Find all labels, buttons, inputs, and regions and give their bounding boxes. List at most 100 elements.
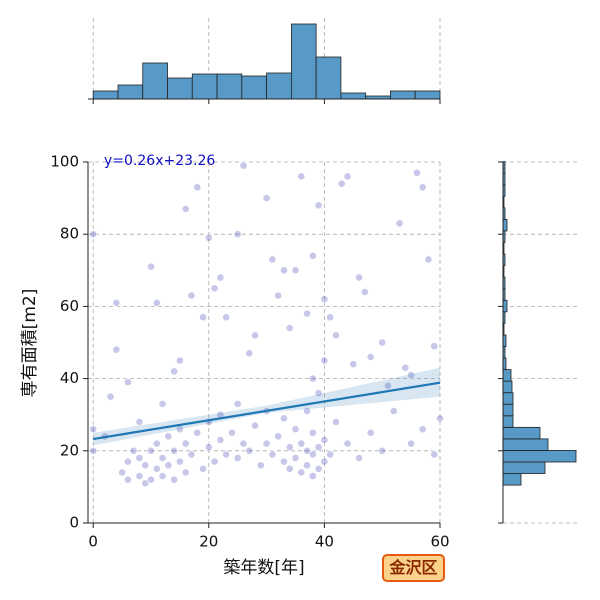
point bbox=[285, 324, 294, 332]
point bbox=[204, 233, 213, 242]
point bbox=[274, 291, 283, 300]
point bbox=[158, 454, 167, 462]
x-tick-label: 60 bbox=[430, 533, 449, 551]
point bbox=[407, 439, 416, 448]
x-tick-label: 0 bbox=[88, 533, 98, 551]
point bbox=[239, 161, 248, 170]
point bbox=[118, 468, 127, 477]
point bbox=[436, 414, 444, 423]
point bbox=[262, 194, 271, 202]
histogram-bar bbox=[117, 84, 144, 100]
point bbox=[326, 450, 335, 459]
histogram-bar bbox=[340, 92, 367, 100]
point bbox=[308, 374, 317, 383]
point bbox=[389, 407, 398, 415]
point bbox=[407, 371, 416, 379]
point bbox=[297, 172, 306, 181]
point bbox=[285, 443, 294, 452]
x-axis-label: 築年数[年] bbox=[223, 558, 304, 578]
point bbox=[366, 428, 375, 437]
point bbox=[303, 309, 311, 318]
point bbox=[297, 439, 306, 448]
point bbox=[291, 425, 300, 434]
point bbox=[176, 457, 184, 466]
point bbox=[245, 446, 254, 455]
y-tick-label: 40 bbox=[60, 369, 79, 387]
histogram-bar bbox=[216, 73, 243, 100]
point bbox=[152, 464, 161, 473]
point bbox=[308, 251, 317, 260]
point bbox=[326, 313, 335, 322]
point bbox=[216, 273, 225, 282]
point bbox=[308, 450, 317, 459]
y-tick-label: 100 bbox=[50, 153, 79, 171]
point bbox=[89, 425, 98, 434]
point bbox=[360, 288, 369, 296]
point bbox=[199, 464, 207, 473]
point bbox=[187, 450, 196, 459]
point bbox=[291, 266, 300, 275]
histogram-bar bbox=[92, 90, 119, 100]
histogram-bar bbox=[502, 392, 514, 405]
y-tick-label: 60 bbox=[60, 297, 79, 315]
y-tick-label: 80 bbox=[60, 225, 79, 243]
x-tick-label: 40 bbox=[315, 533, 334, 551]
point bbox=[280, 266, 288, 275]
histogram-bar bbox=[502, 438, 549, 451]
point bbox=[210, 284, 219, 293]
histogram-bar bbox=[290, 23, 317, 100]
histogram-bar bbox=[502, 403, 514, 417]
point bbox=[332, 331, 340, 340]
badge-box bbox=[382, 554, 445, 582]
point bbox=[152, 298, 161, 307]
point bbox=[308, 472, 317, 480]
point bbox=[314, 389, 323, 397]
point bbox=[256, 461, 265, 470]
point bbox=[222, 450, 231, 459]
confidence-band bbox=[93, 367, 441, 446]
x-tick-label: 20 bbox=[199, 533, 218, 551]
point bbox=[181, 205, 190, 213]
point bbox=[314, 443, 323, 452]
y-tick-label: 20 bbox=[60, 441, 79, 459]
histogram-bar bbox=[167, 77, 193, 100]
point bbox=[233, 399, 242, 408]
point bbox=[320, 457, 329, 466]
point bbox=[147, 475, 155, 484]
point bbox=[430, 342, 439, 351]
point bbox=[141, 461, 150, 470]
y-tick-label: 0 bbox=[69, 514, 79, 532]
histogram-bar bbox=[414, 90, 441, 100]
point bbox=[291, 454, 300, 462]
point bbox=[89, 446, 98, 455]
point bbox=[343, 439, 352, 448]
point bbox=[285, 464, 294, 473]
point bbox=[204, 443, 213, 452]
point bbox=[303, 446, 311, 455]
point bbox=[170, 475, 179, 484]
point bbox=[129, 446, 138, 455]
point bbox=[251, 331, 259, 340]
point bbox=[424, 255, 433, 264]
point bbox=[112, 298, 121, 307]
point bbox=[233, 454, 242, 462]
point bbox=[141, 479, 150, 488]
point bbox=[199, 313, 207, 322]
point bbox=[274, 432, 283, 441]
point bbox=[216, 436, 225, 444]
point bbox=[112, 345, 121, 354]
point bbox=[320, 295, 329, 304]
point bbox=[181, 439, 190, 448]
point bbox=[135, 472, 144, 480]
regression-label: y=0.26x+23.26 bbox=[104, 153, 215, 169]
point bbox=[164, 461, 173, 470]
histogram-bar bbox=[502, 473, 522, 486]
point bbox=[280, 414, 288, 423]
point bbox=[395, 219, 404, 228]
point bbox=[233, 230, 242, 239]
point bbox=[210, 457, 219, 466]
histogram-bar bbox=[502, 450, 577, 463]
histogram-bar bbox=[191, 73, 218, 100]
point bbox=[303, 407, 311, 415]
